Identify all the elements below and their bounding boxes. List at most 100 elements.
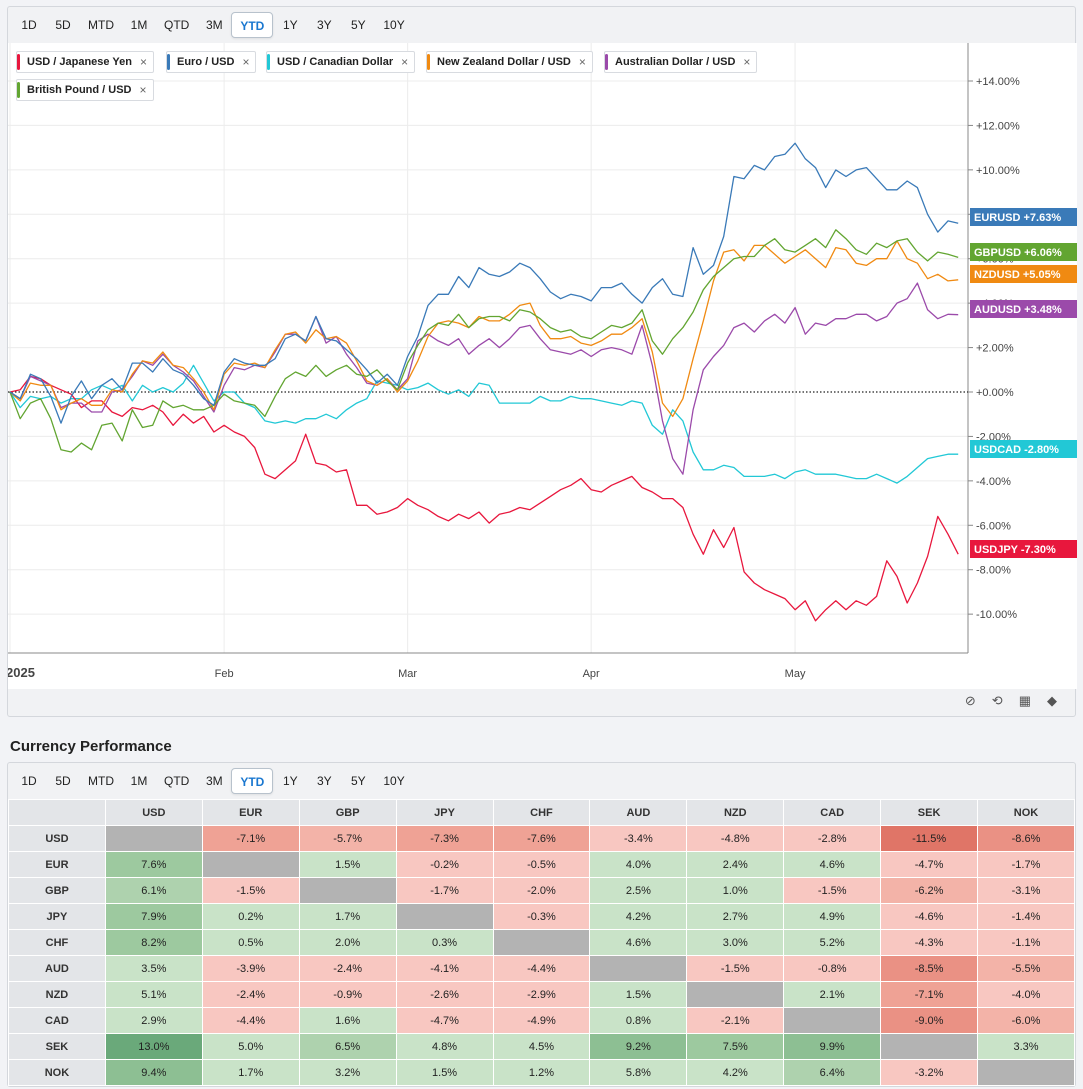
row-header: SEK — [8, 1033, 106, 1060]
range-tab-5y[interactable]: 5Y — [351, 774, 366, 788]
range-tab-qtd[interactable]: QTD — [164, 18, 190, 32]
range-tab-1d[interactable]: 1D — [21, 774, 37, 788]
table-cell: -4.4% — [492, 955, 591, 982]
range-tab-3m[interactable]: 3M — [206, 18, 223, 32]
table-cell: 1.0% — [686, 877, 785, 904]
table-cell: 7.6% — [104, 851, 203, 878]
table-cell: -0.3% — [492, 903, 591, 930]
badge-label: AUDUSD +3.48% — [974, 304, 1062, 316]
crosshair-off-icon[interactable]: ⊘ — [964, 693, 976, 708]
table-cell: 5.0% — [201, 1033, 300, 1060]
table-cell: -5.7% — [298, 825, 397, 852]
legend-item[interactable]: USD / Japanese Yen × — [16, 51, 154, 73]
table-cell: 5.8% — [589, 1059, 688, 1086]
table-cell: -4.7% — [880, 851, 979, 878]
series-line-usdjpy[interactable] — [9, 375, 959, 622]
table-cell: 3.5% — [104, 955, 203, 982]
range-tab-3y[interactable]: 3Y — [317, 18, 332, 32]
range-tab-1m[interactable]: 1M — [130, 18, 148, 32]
range-tab-3m[interactable]: 3M — [206, 774, 223, 788]
close-icon[interactable]: × — [401, 55, 409, 69]
table-cell: 1.5% — [395, 1059, 494, 1086]
row-header: USD — [8, 825, 106, 852]
range-tab-mtd[interactable]: MTD — [88, 18, 114, 32]
series-line-gbpusd[interactable] — [9, 229, 959, 453]
last-value-badge: USDJPY -7.30% — [970, 540, 1077, 558]
close-icon[interactable]: × — [743, 55, 751, 69]
range-tab-1y[interactable]: 1Y — [283, 18, 298, 32]
legend-item[interactable]: Australian Dollar / USD × — [604, 51, 758, 73]
range-tab-3y[interactable]: 3Y — [317, 774, 332, 788]
range-tab-1m[interactable]: 1M — [130, 774, 148, 788]
range-tab-qtd[interactable]: QTD — [164, 774, 190, 788]
table-cell: -2.1% — [686, 1007, 785, 1034]
y-tick-label: +14.00% — [976, 76, 1020, 88]
y-tick-label: -4.00% — [976, 476, 1011, 488]
table-cell: -4.3% — [880, 929, 979, 956]
range-tab-5d[interactable]: 5D — [55, 18, 71, 32]
close-icon[interactable]: × — [139, 55, 147, 69]
table-cell: -0.9% — [298, 981, 397, 1008]
range-tab-5y[interactable]: 5Y — [351, 18, 366, 32]
legend-label: USD / Japanese Yen — [27, 56, 132, 68]
range-tab-5d[interactable]: 5D — [55, 774, 71, 788]
table-cell: -1.5% — [783, 877, 882, 904]
range-tab-10y[interactable]: 10Y — [383, 18, 405, 32]
badge-label: GBPUSD +6.06% — [974, 247, 1062, 259]
table-cell: -8.6% — [977, 825, 1075, 852]
table-cell: -3.2% — [880, 1059, 979, 1086]
close-icon[interactable]: × — [242, 55, 250, 69]
table-cell: -3.9% — [201, 955, 300, 982]
legend-item[interactable]: New Zealand Dollar / USD × — [426, 51, 593, 73]
column-header: CHF — [492, 799, 591, 826]
range-tab-1y[interactable]: 1Y — [283, 774, 298, 788]
table-cell: -0.5% — [492, 851, 591, 878]
table-cell: 3.3% — [977, 1033, 1075, 1060]
series-line-audusd[interactable] — [9, 282, 959, 475]
grid-icon[interactable]: ▦ — [1018, 693, 1031, 708]
table-cell: -4.8% — [686, 825, 785, 852]
y-tick-label: +10.00% — [976, 165, 1020, 177]
table-cell: 4.9% — [783, 903, 882, 930]
range-tab-1d[interactable]: 1D — [21, 18, 37, 32]
range-tab-ytd[interactable]: YTD — [231, 12, 274, 38]
corner-cell — [8, 799, 106, 826]
x-tick-label: Feb — [215, 668, 234, 680]
series-line-eurusd[interactable] — [9, 142, 959, 424]
line-chart[interactable]: 2025FebMarAprMay+14.00%+12.00%+10.00%+8.… — [6, 43, 1077, 689]
table-cell — [298, 877, 397, 904]
legend-swatch — [17, 82, 20, 98]
table-cell: 13.0% — [104, 1033, 203, 1060]
table-cell: 4.0% — [589, 851, 688, 878]
legend-item[interactable]: USD / Canadian Dollar × — [266, 51, 416, 73]
row-header: JPY — [8, 903, 106, 930]
table-cell: -1.4% — [977, 903, 1075, 930]
table-cell — [395, 903, 494, 930]
range-tab-10y[interactable]: 10Y — [383, 774, 405, 788]
table-row: AUD 3.5% -3.9% -2.4% -4.1% -4.4% -1.5% -0.8% -8.… — [8, 955, 1075, 982]
y-tick-label: -6.00% — [976, 520, 1011, 532]
tag-icon[interactable]: ◆ — [1047, 693, 1057, 708]
table-cell — [201, 851, 300, 878]
table-cell: -1.5% — [686, 955, 785, 982]
series-line-usdcad[interactable] — [9, 364, 959, 484]
table-cell: 6.4% — [783, 1059, 882, 1086]
table-cell: 9.4% — [104, 1059, 203, 1086]
close-icon[interactable]: × — [578, 55, 586, 69]
chart-toolbar: ⊘ ⟲ ▦ ◆ — [965, 690, 1057, 712]
table-cell: 1.7% — [298, 903, 397, 930]
range-tab-mtd[interactable]: MTD — [88, 774, 114, 788]
table-row: NOK 9.4% 1.7% 3.2% 1.5% 1.2% 5.8% 4.2% 6.4% -3.2% — [8, 1059, 1075, 1086]
legend-swatch — [427, 54, 430, 70]
range-tab-ytd[interactable]: YTD — [231, 768, 274, 794]
reset-zoom-icon[interactable]: ⟲ — [991, 693, 1003, 708]
series-line-nzdusd[interactable] — [9, 240, 959, 418]
table-cell: 7.5% — [686, 1033, 785, 1060]
table-cell: 8.2% — [104, 929, 203, 956]
legend-item[interactable]: British Pound / USD × — [16, 79, 154, 101]
table-cell: -8.5% — [880, 955, 979, 982]
close-icon[interactable]: × — [139, 83, 147, 97]
legend-item[interactable]: Euro / USD × — [166, 51, 257, 73]
row-header: CAD — [8, 1007, 106, 1034]
table-cell: 1.2% — [492, 1059, 591, 1086]
